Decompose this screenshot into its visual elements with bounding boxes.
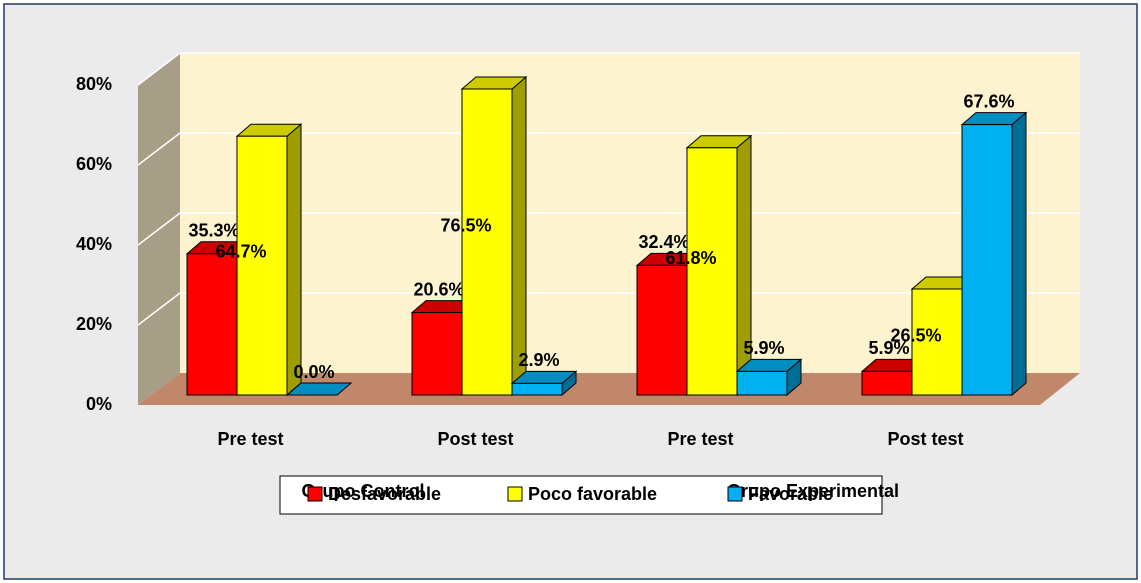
legend-swatch	[727, 486, 743, 502]
data-label: 5.9%	[868, 338, 909, 358]
data-label: 32.4%	[638, 232, 689, 252]
bar	[636, 264, 688, 396]
bar	[411, 312, 463, 396]
legend	[279, 475, 883, 515]
legend-label: Favorable	[748, 484, 833, 504]
bar	[511, 382, 563, 396]
y-tick-label: 80%	[76, 74, 112, 94]
bar-top	[285, 382, 353, 396]
data-label: 67.6%	[963, 91, 1014, 111]
legend-swatch	[307, 486, 323, 502]
grid-line	[137, 212, 1080, 246]
data-label: 20.6%	[413, 279, 464, 299]
bar-side	[511, 75, 527, 397]
x-tick-label: Post test	[887, 429, 963, 449]
data-label: 0.0%	[293, 362, 334, 382]
data-label: 64.7%	[215, 241, 266, 261]
bar	[911, 288, 963, 396]
bar-side	[286, 123, 302, 397]
x-tick-label: Pre test	[217, 429, 283, 449]
bar	[686, 147, 738, 396]
bar	[961, 124, 1013, 396]
y-tick-label: 0%	[86, 394, 112, 414]
x-tick-label: Pre test	[667, 429, 733, 449]
group-label: Grupo Experimental	[727, 481, 899, 501]
grid-line	[137, 52, 1080, 86]
data-label: 2.9%	[518, 350, 559, 370]
grid-line	[137, 132, 1080, 166]
data-label: 76.5%	[440, 215, 491, 235]
bar	[861, 370, 913, 396]
legend-label: Poco favorable	[528, 484, 657, 504]
data-label: 26.5%	[890, 325, 941, 345]
floor	[138, 373, 1080, 405]
grid-line	[137, 292, 1080, 326]
bar	[736, 370, 788, 396]
legend-swatch	[507, 486, 523, 502]
data-label: 61.8%	[665, 248, 716, 268]
data-label: 5.9%	[743, 338, 784, 358]
bar-side	[1011, 111, 1027, 397]
bar	[186, 253, 238, 396]
x-tick-label: Post test	[437, 429, 513, 449]
y-tick-label: 40%	[76, 234, 112, 254]
bar	[236, 135, 288, 396]
data-label: 35.3%	[188, 221, 239, 241]
bar	[461, 88, 513, 396]
y-tick-label: 20%	[76, 314, 112, 334]
y-tick-label: 60%	[76, 154, 112, 174]
legend-label: Desfavorable	[328, 484, 441, 504]
group-label: Grupo Control	[302, 481, 425, 501]
